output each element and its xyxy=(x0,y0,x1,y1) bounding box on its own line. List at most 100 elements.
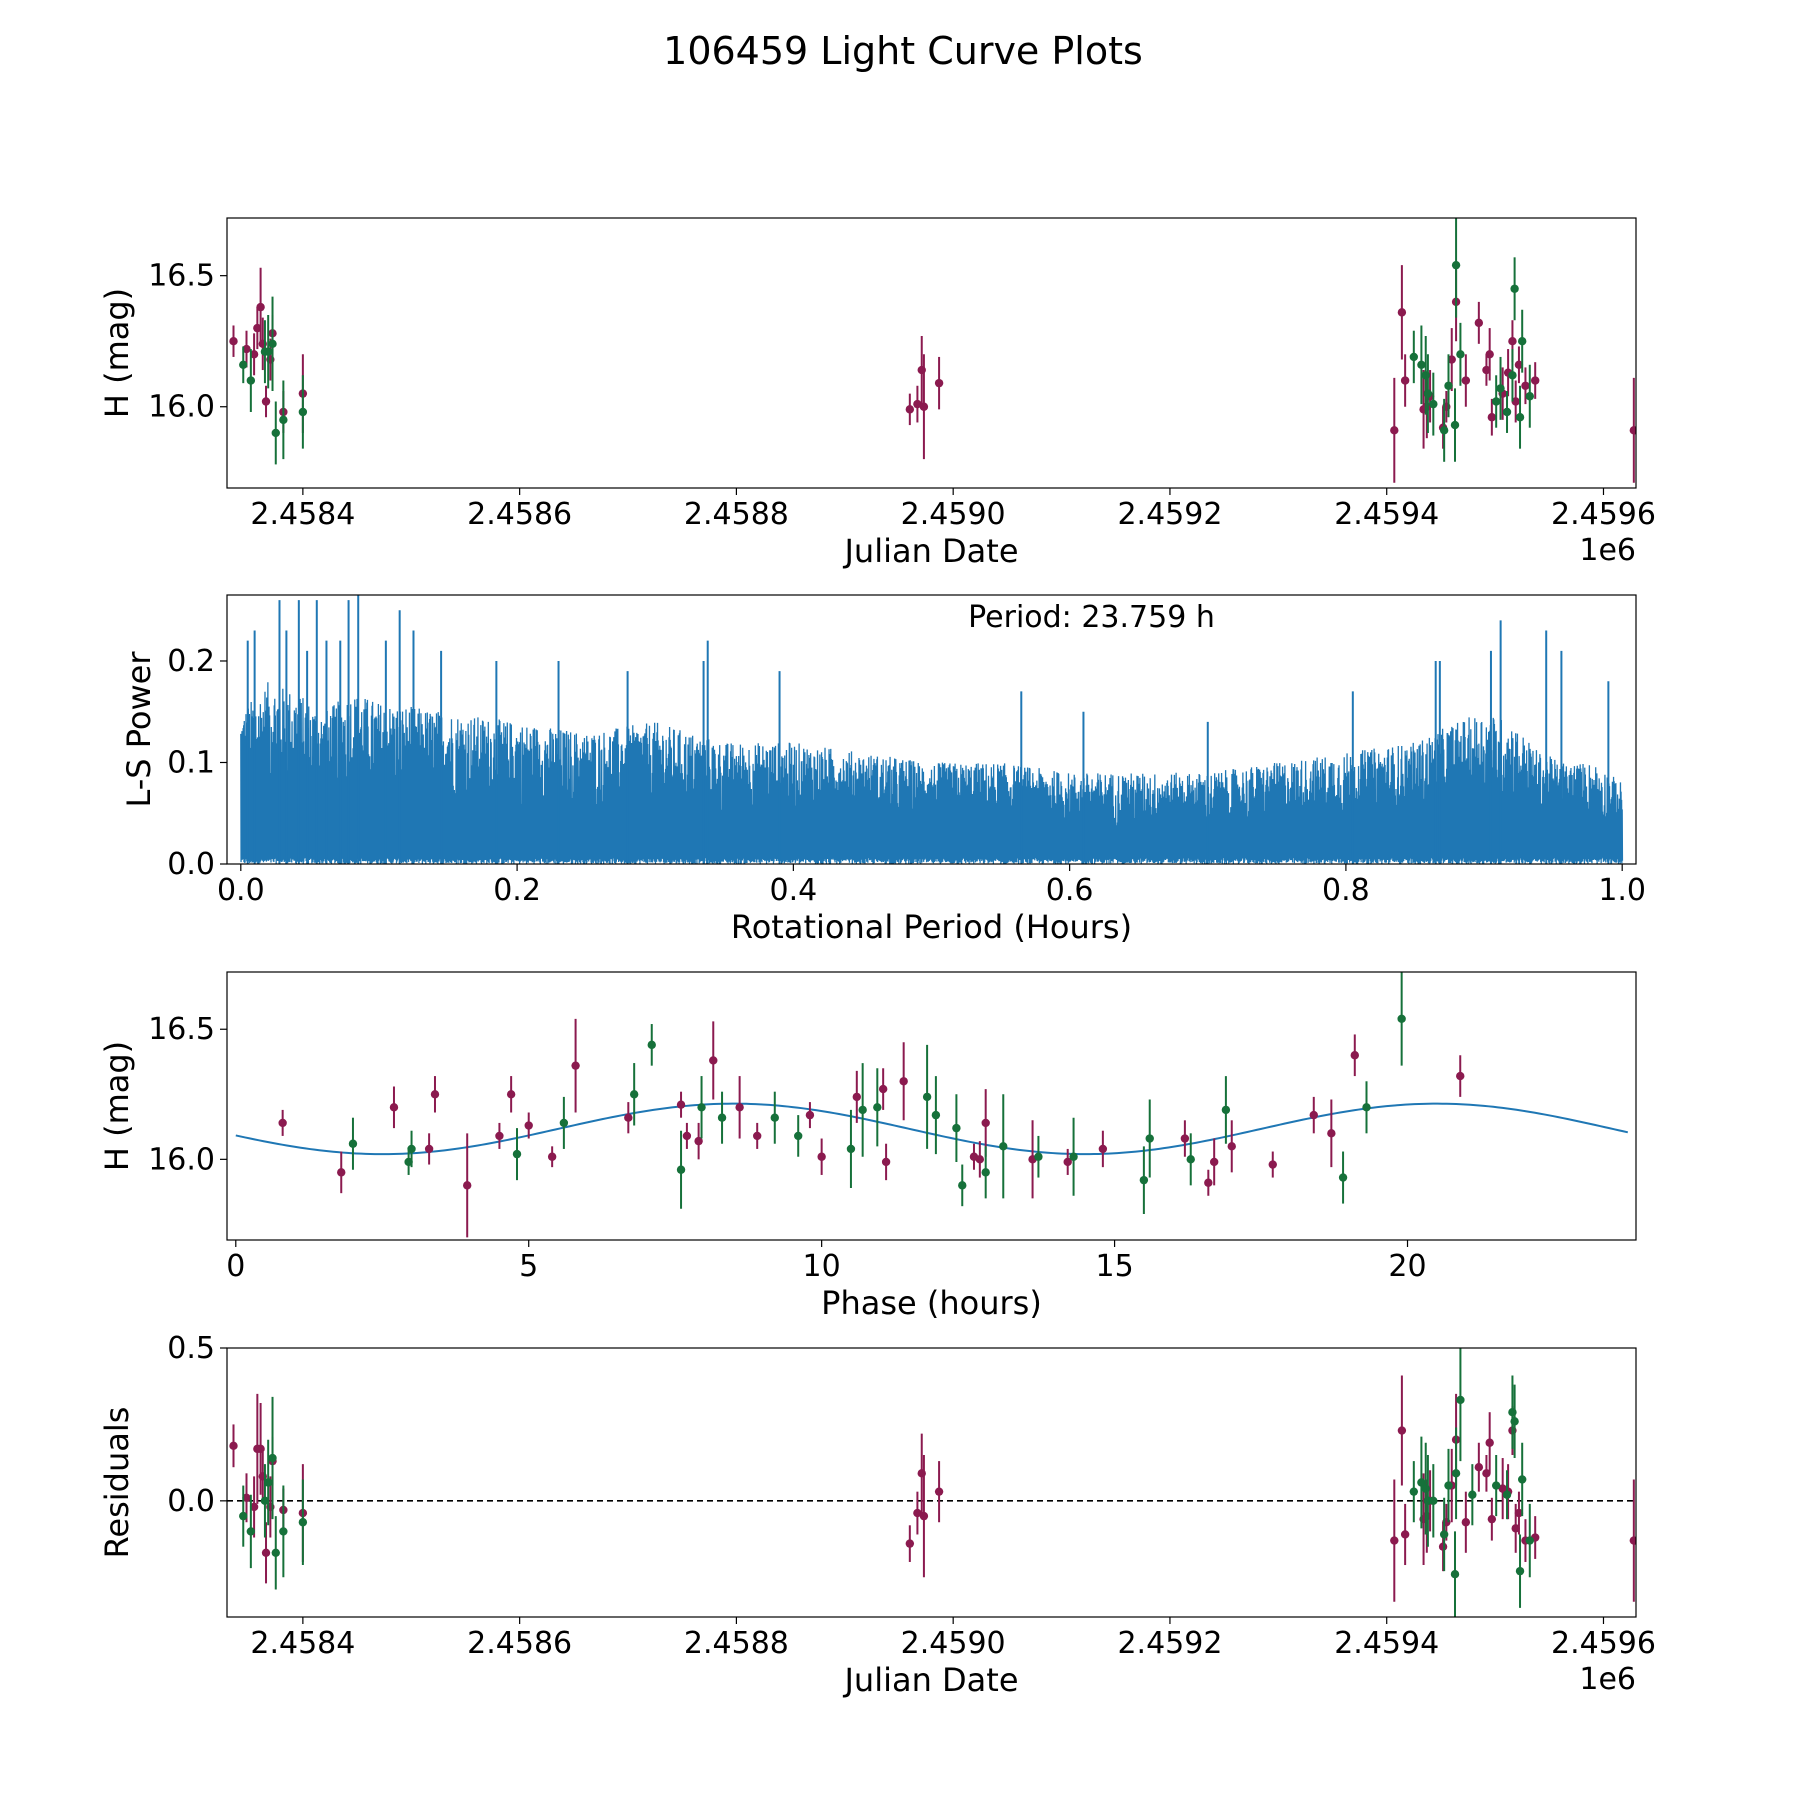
data-marker xyxy=(1439,1530,1449,1539)
data-marker xyxy=(753,1131,762,1141)
x-tick-label: 2.4584 xyxy=(250,497,355,532)
magenta-data-point xyxy=(1629,377,1636,483)
magenta-data-point xyxy=(242,330,251,368)
data-marker xyxy=(881,1157,891,1167)
x-tick-label: 15 xyxy=(1095,1249,1133,1284)
data-marker xyxy=(279,1527,288,1536)
data-marker xyxy=(1439,426,1449,435)
data-marker xyxy=(981,1118,990,1128)
magenta-data-point xyxy=(1327,1099,1336,1168)
data-marker xyxy=(1221,1105,1231,1115)
data-marker xyxy=(1474,318,1484,328)
green-data-point xyxy=(246,349,256,412)
data-marker xyxy=(1400,376,1410,385)
magenta-data-point xyxy=(229,1424,238,1468)
data-marker xyxy=(1409,352,1419,362)
data-marker xyxy=(1069,1152,1078,1161)
data-marker xyxy=(249,350,259,359)
green-data-point xyxy=(559,1096,569,1149)
magenta-data-point xyxy=(981,1089,990,1157)
data-marker xyxy=(1417,1478,1426,1487)
data-marker xyxy=(899,1077,908,1086)
y-tick-label: 0.2 xyxy=(167,644,215,679)
data-marker xyxy=(981,1168,990,1177)
green-data-point xyxy=(1468,1464,1477,1526)
data-marker xyxy=(794,1131,803,1141)
green-data-point xyxy=(873,1068,882,1147)
data-marker xyxy=(1456,350,1465,359)
data-marker xyxy=(253,323,262,333)
data-marker xyxy=(717,1113,727,1122)
x-tick-label: 2.4592 xyxy=(1117,1626,1222,1661)
magenta-data-point xyxy=(1227,1120,1236,1173)
axes-frame xyxy=(226,217,1637,489)
magenta-data-point xyxy=(430,1076,440,1113)
magenta-data-point xyxy=(1531,362,1540,399)
magenta-data-point xyxy=(1397,265,1407,360)
green-data-point xyxy=(1525,1503,1534,1578)
magenta-data-point xyxy=(905,393,915,426)
y-axis-label: H (mag) xyxy=(98,1041,136,1171)
green-data-point xyxy=(1450,388,1460,462)
data-marker xyxy=(958,1181,967,1190)
data-marker xyxy=(268,339,277,349)
magenta-data-point xyxy=(261,1522,271,1584)
magenta-data-point xyxy=(919,354,929,460)
magenta-data-point xyxy=(1209,1138,1219,1186)
green-data-point xyxy=(348,1117,358,1170)
data-marker xyxy=(1397,1014,1406,1024)
plot-area xyxy=(240,595,1624,864)
data-marker xyxy=(1456,1395,1465,1405)
magenta-data-point xyxy=(1397,1375,1407,1486)
magenta-data-point xyxy=(1521,367,1530,405)
plot-area xyxy=(229,218,1636,483)
data-marker xyxy=(1461,376,1471,385)
data-marker xyxy=(1450,420,1460,430)
green-data-point xyxy=(1510,1384,1519,1459)
x-tick-label: 2.4596 xyxy=(1551,1626,1656,1661)
axes-frame xyxy=(226,594,1637,865)
data-marker xyxy=(905,405,915,414)
data-marker xyxy=(1451,1469,1461,1478)
data-marker xyxy=(873,1103,882,1112)
data-marker xyxy=(1482,365,1491,375)
x-tick-label: 0.6 xyxy=(1046,873,1094,908)
data-marker xyxy=(407,1144,416,1154)
data-marker xyxy=(271,428,280,438)
data-marker xyxy=(246,1527,256,1536)
green-data-point xyxy=(268,296,277,392)
y-tick-label: 16.5 xyxy=(148,1012,215,1047)
magenta-data-point xyxy=(899,1042,908,1121)
magenta-data-point xyxy=(1514,346,1524,384)
y-tick-label: 0.0 xyxy=(167,847,215,882)
data-marker xyxy=(1227,1142,1236,1151)
magenta-data-point xyxy=(524,1112,533,1139)
magenta-data-point xyxy=(256,267,265,347)
x-tick-label: 2.4588 xyxy=(684,497,789,532)
data-marker xyxy=(463,1181,472,1190)
figure-title: 106459 Light Curve Plots xyxy=(663,29,1143,73)
green-data-point xyxy=(271,1516,280,1590)
data-marker xyxy=(919,402,929,411)
data-marker xyxy=(512,1149,522,1159)
green-data-point xyxy=(407,1130,416,1168)
data-marker xyxy=(424,1144,434,1154)
y-axis-label: L-S Power xyxy=(120,651,158,808)
data-marker xyxy=(1461,1518,1471,1527)
data-marker xyxy=(922,1092,932,1102)
data-marker xyxy=(1510,1417,1519,1426)
x-tick-label: 2.4592 xyxy=(1117,497,1222,532)
x-tick-label: 0.8 xyxy=(1322,873,1370,908)
data-marker xyxy=(1034,1152,1043,1161)
green-data-point xyxy=(512,1128,522,1181)
magenta-data-point xyxy=(249,333,259,376)
data-marker xyxy=(261,1548,271,1558)
data-marker xyxy=(1482,1469,1491,1478)
data-marker xyxy=(348,1139,358,1148)
plot-area xyxy=(235,972,1629,1238)
data-marker xyxy=(506,1090,516,1099)
green-data-point xyxy=(1456,1348,1465,1462)
magenta-data-point xyxy=(934,1461,944,1523)
data-marker xyxy=(1468,1490,1477,1499)
green-data-point xyxy=(846,1109,856,1188)
